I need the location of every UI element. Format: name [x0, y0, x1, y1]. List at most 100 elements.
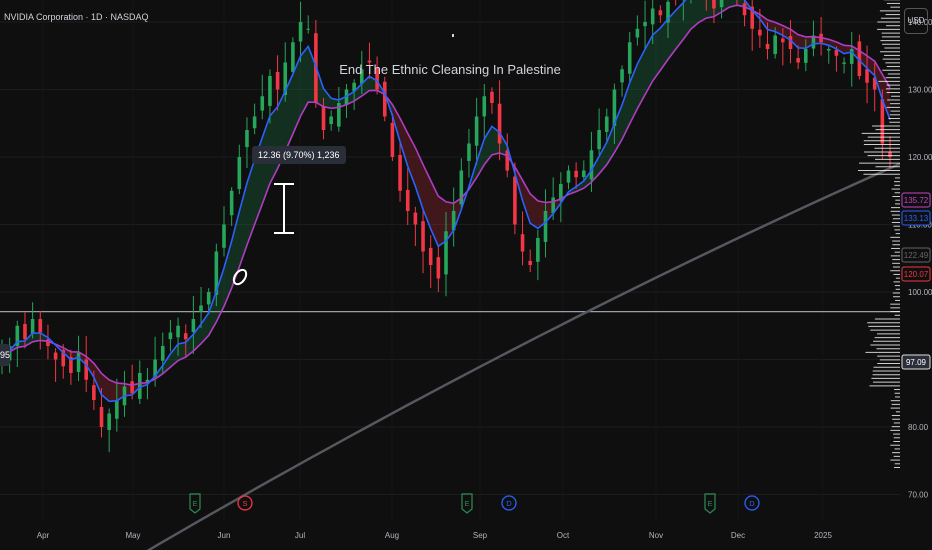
candle-body [474, 116, 479, 146]
candle-body [298, 22, 303, 42]
candle-body [260, 96, 265, 111]
candle-body [382, 81, 387, 117]
event-shape [704, 493, 716, 514]
ma-cloud [683, 0, 691, 40]
price-label-text: 122.49 [904, 251, 929, 260]
candle-body [612, 89, 617, 126]
candle-body [30, 319, 35, 334]
x-tick-label: Aug [385, 531, 399, 540]
candle-body [352, 82, 356, 92]
candle-body [482, 96, 487, 117]
ma-cloud [805, 36, 814, 49]
candle-body [872, 77, 877, 90]
candle-body [291, 42, 295, 72]
event-label: E [707, 499, 712, 508]
event-shape [461, 493, 473, 514]
candle-body [222, 224, 226, 248]
event-label: D [749, 499, 755, 508]
ma-cloud [407, 133, 416, 187]
event-label: E [464, 499, 469, 508]
y-tick-label: 100.00 [908, 288, 932, 297]
measure-tool[interactable] [231, 183, 294, 286]
ma-cloud [285, 74, 293, 152]
x-axis[interactable]: Apr May Jun Jul Aug Sep Oct Nov Dec 2025 [37, 531, 833, 540]
candle-body [375, 67, 379, 90]
event-label: E [192, 499, 197, 508]
ma-cloud [415, 147, 424, 210]
candle-body [53, 352, 58, 360]
price-label-box [901, 210, 931, 226]
candle-body [451, 211, 456, 231]
ma-cloud [185, 334, 194, 358]
candle-body [834, 49, 839, 56]
ma-cloud [24, 333, 33, 347]
x-tick-label: Jul [295, 531, 305, 540]
candle-body [329, 116, 333, 125]
ma-cloud [308, 46, 316, 103]
candle-body [581, 170, 586, 178]
price-label-box [901, 192, 931, 208]
ma-cloud [545, 201, 554, 223]
candle-body [643, 22, 647, 27]
candle-body [398, 154, 402, 191]
candle-body [719, 0, 724, 8]
candle-body [750, 6, 755, 29]
candle-body [23, 323, 27, 340]
event-shape [744, 495, 760, 511]
ma-cloud [491, 126, 500, 155]
currency-button[interactable]: USD [904, 8, 928, 34]
price-label-text: 120.07 [904, 270, 929, 279]
candle-body [574, 170, 578, 178]
candle-body [229, 190, 234, 216]
symbol-label[interactable]: NVIDIA Corporation · 1D · NASDAQ [4, 12, 149, 22]
candle-body [275, 71, 280, 90]
candle-body [390, 122, 395, 157]
candle-body [283, 62, 288, 95]
ma-cloud [109, 379, 117, 402]
candle-body [773, 35, 777, 55]
candle-body [551, 197, 555, 214]
price-label-box [901, 354, 931, 370]
candle-body [413, 212, 418, 225]
ma-cloud [430, 180, 439, 247]
ma-cloud [706, 0, 714, 19]
candle-body [620, 69, 624, 83]
ma-cloud [813, 36, 822, 44]
price-labels: 135.72 133.13 122.49 120.07 97.09 [901, 192, 931, 370]
candle-body [803, 49, 808, 63]
candle-body [490, 91, 494, 103]
price-label: 122.49 [901, 247, 931, 263]
candle-body [842, 62, 846, 64]
x-tick-label: Oct [557, 531, 570, 540]
candle-body [153, 359, 157, 377]
candle-body [160, 346, 165, 361]
ma-cloud [874, 61, 883, 100]
ma-cloud [476, 138, 485, 178]
ma-cloud [660, 18, 668, 71]
candle-body [857, 41, 862, 76]
ma-cloud [622, 82, 630, 140]
ma-cloud [78, 351, 87, 366]
ma-cloud [231, 211, 240, 288]
x-tick-label: Apr [37, 531, 50, 540]
candle-body [635, 28, 640, 38]
candle-body [199, 305, 203, 312]
measure-tooltip: 12.36 (9.70%) 1,236 [252, 146, 346, 164]
candle-body [536, 238, 540, 262]
fast-ma-line [1, 0, 891, 403]
candle-body [245, 130, 249, 148]
ma-cloud [767, 19, 776, 32]
candle-body [145, 379, 150, 383]
candle-body [497, 103, 502, 144]
event-shape [501, 495, 517, 511]
y-tick-label: 70.00 [908, 491, 929, 500]
candle-body [92, 385, 96, 400]
candle-body [597, 130, 601, 150]
ma-cloud [32, 332, 41, 342]
ma-cloud [637, 49, 646, 109]
candle-body [513, 176, 517, 225]
candle-body [237, 157, 242, 190]
candle-body [337, 103, 341, 127]
event-marker: D [501, 495, 517, 511]
